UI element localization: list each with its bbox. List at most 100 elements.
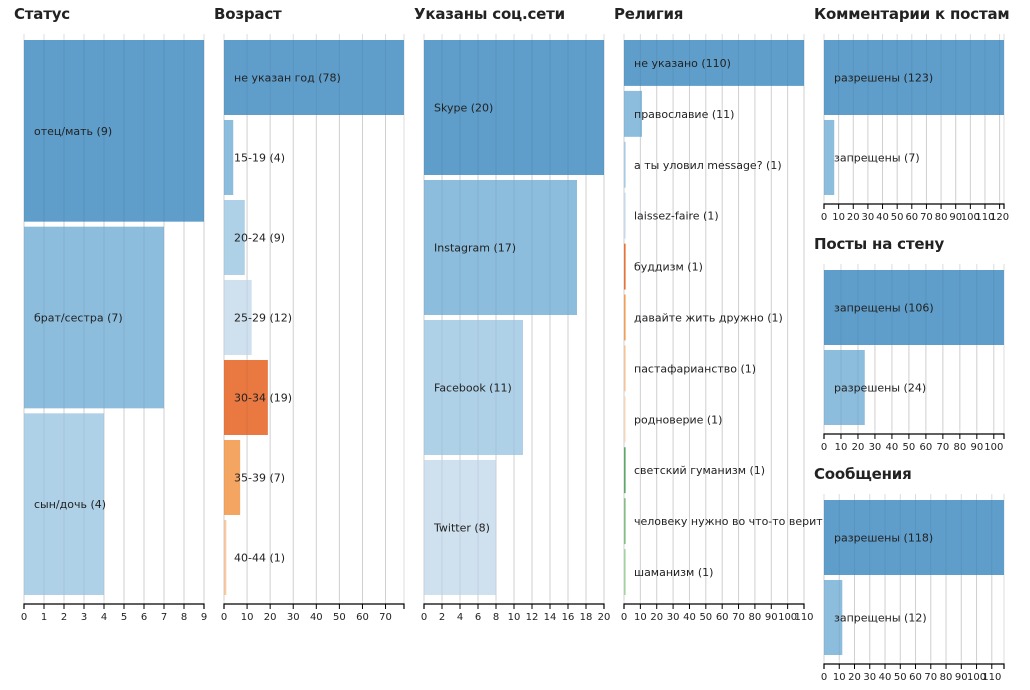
bar xyxy=(624,90,642,137)
bars xyxy=(824,270,1004,425)
bar-label: сын/дочь (4) xyxy=(34,498,106,511)
chart-age: Возраст не указан год (78) 15-19 (4) 20-24… xyxy=(200,0,410,662)
bar xyxy=(224,200,245,275)
bar-label: запрещены (106) xyxy=(834,302,934,315)
tick-label: 9 xyxy=(201,612,207,623)
tick-label: 4 xyxy=(457,612,463,623)
bar xyxy=(24,40,204,222)
tick-label: 70 xyxy=(924,672,937,683)
bar-label: 30-34 (19) xyxy=(234,392,292,405)
gridlines xyxy=(623,34,805,604)
tick-label: 110 xyxy=(794,612,813,623)
chart-svg: Skype (20) Instagram (17) Facebook (11) Twi… xyxy=(421,34,610,623)
x-axis: 0 10 20 30 40 50 60 70 80 90 100 xyxy=(821,433,1005,453)
tick-label: 0 xyxy=(21,612,27,623)
tick-label: 10 xyxy=(835,442,848,453)
chart-status: Статус отец/мать (9) брат/сестра (7) сын/д… xyxy=(0,0,210,662)
tick-label: 70 xyxy=(920,212,933,223)
axis-line xyxy=(823,203,1005,209)
bar-label: 25-29 (12) xyxy=(234,312,292,325)
chart-svg: разрешены (123) запрещены (7) 0 10 20 30 40 50 6… xyxy=(821,34,1009,223)
bar xyxy=(824,500,1004,575)
tick-label: 100 xyxy=(778,612,797,623)
gridlines-overlay xyxy=(823,270,995,430)
tick-label: 100 xyxy=(961,212,980,223)
tick-label: 20 xyxy=(264,612,277,623)
bar xyxy=(624,498,626,545)
tick-label: 18 xyxy=(580,612,593,623)
tick-label: 0 xyxy=(821,212,827,223)
gridlines-overlay xyxy=(823,500,993,660)
bar-labels: отец/мать (9) брат/сестра (7) сын/дочь (4) xyxy=(34,125,123,511)
chart-messages: Сообщения разрешены (118) запрещены (12) 0… xyxy=(800,460,1030,690)
tick-label: 30 xyxy=(863,672,876,683)
tick-label: 70 xyxy=(379,612,392,623)
bar-label: шаманизм (1) xyxy=(634,566,713,579)
tick-label: 0 xyxy=(421,612,427,623)
tick-label: 0 xyxy=(821,442,827,453)
tick-label: 6 xyxy=(141,612,147,623)
tick-label: 60 xyxy=(909,672,922,683)
bar-label: православие (11) xyxy=(634,108,734,121)
bar xyxy=(624,294,626,341)
bar-label: laissez-faire (1) xyxy=(634,210,719,223)
bar-label: не указан год (78) xyxy=(234,72,341,85)
tick-label: 8 xyxy=(493,612,499,623)
tick-label: 30 xyxy=(287,612,300,623)
bar-label: запрещены (12) xyxy=(834,612,927,625)
bar-labels: разрешены (123) запрещены (7) xyxy=(834,72,933,165)
tick-label: 110 xyxy=(982,672,1001,683)
tick-label: 60 xyxy=(356,612,369,623)
bars xyxy=(24,40,204,595)
tick-label: 50 xyxy=(333,612,346,623)
bar-labels: не указан год (78) 15-19 (4) 20-24 (9) 25-2… xyxy=(234,72,341,565)
bar-label: пастафарианство (1) xyxy=(634,362,756,375)
gridlines-overlay xyxy=(423,40,605,600)
chart-svg: не указан год (78) 15-19 (4) 20-24 (9) 25-2… xyxy=(221,34,405,623)
bar xyxy=(224,520,227,595)
bars xyxy=(824,500,1004,655)
bar xyxy=(224,280,252,355)
tick-label: 10 xyxy=(508,612,521,623)
tick-label: 80 xyxy=(935,212,948,223)
bar-labels: разрешены (118) запрещены (12) xyxy=(834,532,933,625)
tick-label: 20 xyxy=(848,672,861,683)
gridlines-overlay xyxy=(823,40,1001,200)
tick-label: 12 xyxy=(526,612,539,623)
bars xyxy=(824,40,1004,195)
tick-label: 40 xyxy=(876,212,889,223)
chart-title: Комментарии к постам xyxy=(814,5,1010,23)
tick-label: 80 xyxy=(940,672,953,683)
chart-title: Религия xyxy=(614,5,684,23)
tick-label: 3 xyxy=(81,612,87,623)
bar xyxy=(624,192,626,239)
tick-label: 110 xyxy=(975,212,994,223)
bar-label: разрешены (123) xyxy=(834,72,933,85)
tick-label: 10 xyxy=(832,212,845,223)
bar-label: давайте жить дружно (1) xyxy=(634,312,783,325)
bar-label: отец/мать (9) xyxy=(34,125,112,138)
chart-title: Посты на стену xyxy=(814,235,945,253)
tick-label: 16 xyxy=(562,612,575,623)
chart-religion: Религия не указано (110) православие (11)… xyxy=(600,0,823,662)
bar-label: буддизм (1) xyxy=(634,261,703,274)
tick-label: 30 xyxy=(869,442,882,453)
tick-label: 0 xyxy=(621,612,627,623)
axis-line xyxy=(623,603,805,609)
chart-wall-posts: Посты на стену запрещены (106) разрешены … xyxy=(800,230,1030,460)
chart-title: Сообщения xyxy=(814,465,912,483)
tick-label: 7 xyxy=(161,612,167,623)
tick-label: 40 xyxy=(886,442,899,453)
bar-label: запрещены (7) xyxy=(834,152,920,165)
bar-label: 20-24 (9) xyxy=(234,232,285,245)
bar xyxy=(624,40,804,86)
bar xyxy=(424,460,496,595)
bar-labels: Skype (20) Instagram (17) Facebook (11) Twi… xyxy=(433,102,516,535)
tick-label: 40 xyxy=(683,612,696,623)
chart-svg: запрещены (106) разрешены (24) 0 10 20 30 40 50… xyxy=(821,264,1005,453)
tick-label: 50 xyxy=(903,442,916,453)
gridlines-overlay xyxy=(223,40,387,600)
bar xyxy=(424,40,604,175)
chart-title: Указаны соц.сети xyxy=(414,5,565,23)
